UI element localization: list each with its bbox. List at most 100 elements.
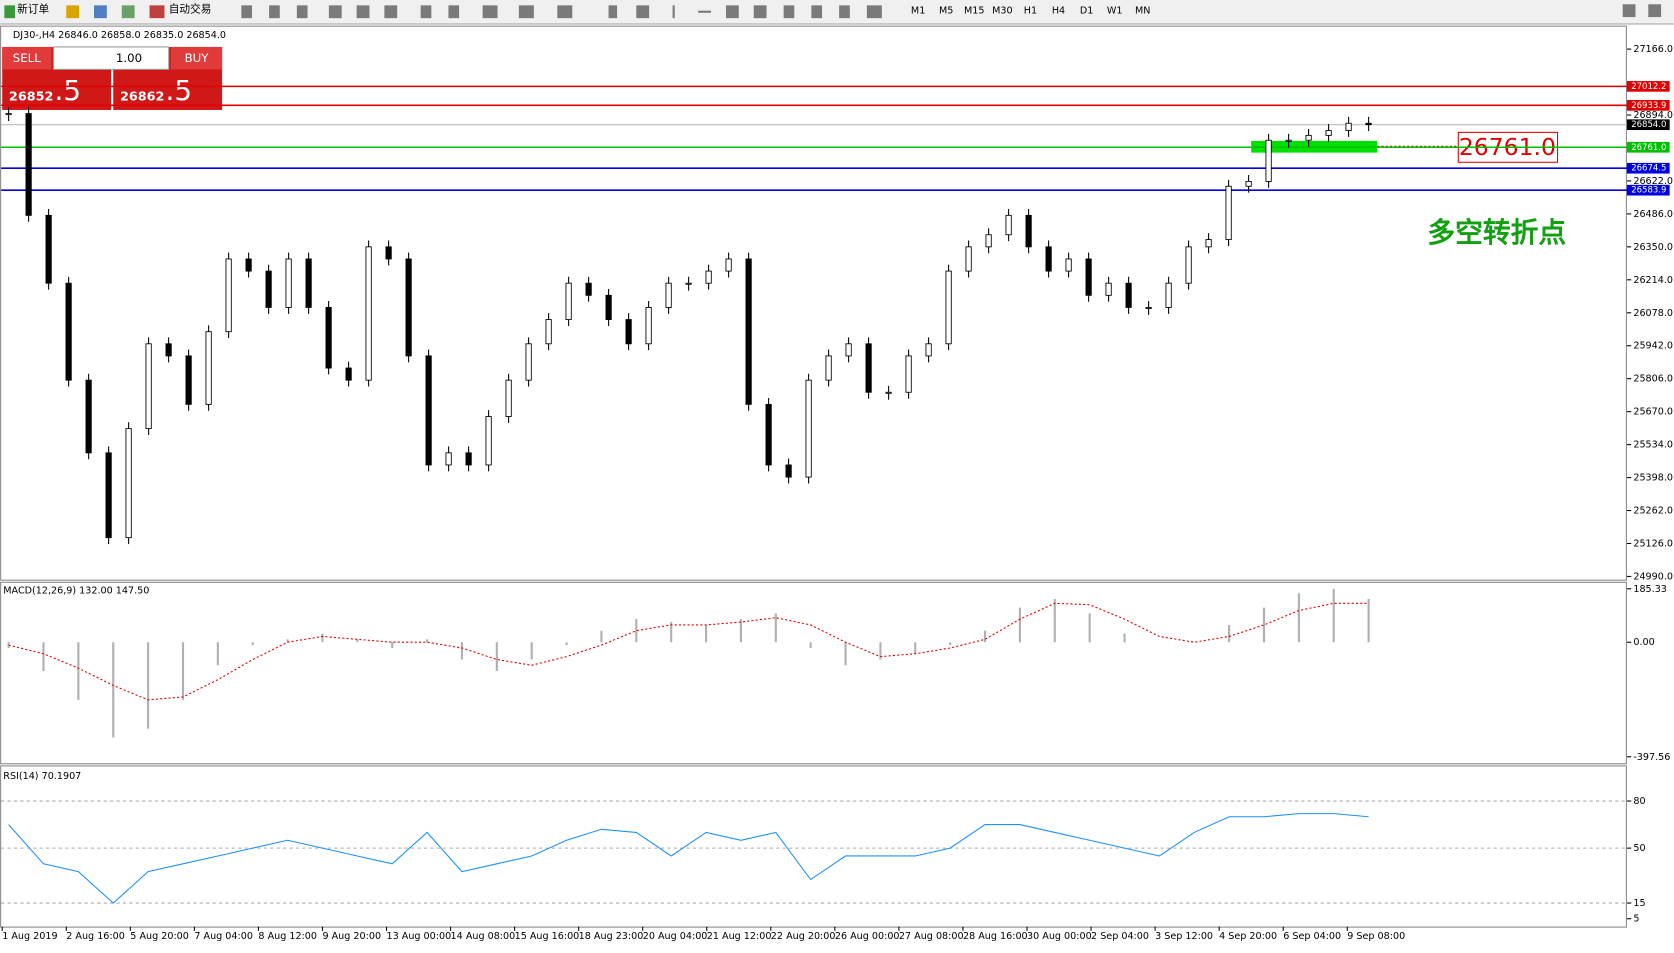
- level-tag: [1626, 184, 1670, 196]
- candle: [625, 319, 632, 345]
- y-tick-label: 26622.0: [1633, 176, 1673, 187]
- candle: [1105, 282, 1112, 296]
- candle: [165, 343, 172, 357]
- fibo[interactable]: [783, 5, 795, 19]
- sell-tab[interactable]: [2, 46, 52, 70]
- channel[interactable]: [753, 5, 767, 19]
- level-tag: [1626, 162, 1670, 174]
- zoom-in[interactable]: [328, 5, 342, 19]
- periods[interactable]: [518, 5, 534, 19]
- y-tick-label: 25942.0: [1633, 341, 1673, 352]
- candle: [465, 452, 472, 466]
- buy-price[interactable]: 26862: [120, 90, 165, 105]
- timeframe-button[interactable]: MN: [1135, 6, 1150, 17]
- candle: [965, 246, 972, 272]
- tool-icon[interactable]: [66, 5, 80, 19]
- templates[interactable]: [557, 5, 573, 19]
- macd-label: MACD(12,26,9) 132.00 147.50: [3, 585, 149, 596]
- auto-trade-icon[interactable]: [149, 5, 165, 19]
- x-tick-label: 4 Sep 20:00: [1219, 931, 1277, 942]
- sell-label[interactable]: SELL: [13, 51, 41, 65]
- tool-icon[interactable]: [241, 5, 253, 19]
- candle: [385, 246, 392, 260]
- timeframe-button[interactable]: M1: [911, 6, 925, 17]
- buy-tab[interactable]: [170, 46, 223, 70]
- y-tick-label: 25534.0: [1633, 440, 1673, 451]
- vline[interactable]: [672, 5, 675, 19]
- trendline[interactable]: [725, 5, 739, 19]
- toolbar: [0, 0, 1674, 24]
- tool-icon[interactable]: [420, 5, 432, 19]
- timeframe-button[interactable]: D1: [1080, 6, 1094, 17]
- sell-price[interactable]: 26852: [9, 90, 54, 105]
- candle: [1005, 214, 1012, 236]
- x-tick-label: 30 Aug 00:00: [1027, 931, 1092, 942]
- indicators[interactable]: [482, 5, 498, 19]
- lot-input[interactable]: [52, 46, 170, 70]
- candle: [445, 452, 452, 466]
- candle: [725, 258, 732, 272]
- cursor[interactable]: [608, 5, 618, 19]
- arrows[interactable]: [866, 5, 882, 19]
- candle: [225, 258, 232, 333]
- tool-icon[interactable]: [269, 5, 280, 19]
- x-tick-label: 18 Aug 23:00: [579, 931, 644, 942]
- auto-trade[interactable]: 自动交易: [169, 3, 212, 16]
- candle: [485, 416, 492, 466]
- current-price-label: 26854.0: [1631, 120, 1666, 130]
- y-tick-label: 25398.0: [1633, 473, 1673, 484]
- candle: [285, 258, 292, 308]
- new-order-icon[interactable]: [4, 5, 16, 19]
- candle: [945, 270, 952, 345]
- tool-icon[interactable]: [296, 5, 308, 19]
- rsi-label: RSI(14) 70.1907: [3, 771, 81, 782]
- tool-icon[interactable]: [94, 5, 107, 19]
- timeframe-button[interactable]: M15: [964, 6, 985, 17]
- candle: [1245, 180, 1252, 187]
- candle: [365, 246, 372, 381]
- y-tick-label: 26078.0: [1633, 308, 1673, 319]
- rsi-line: [8, 813, 1369, 904]
- new-order[interactable]: 新订单: [17, 3, 49, 16]
- candle: [825, 355, 832, 381]
- timeframe-button[interactable]: H4: [1052, 6, 1065, 17]
- crosshair[interactable]: [636, 5, 650, 19]
- candle: [1345, 122, 1352, 131]
- zoom-out[interactable]: [356, 5, 370, 19]
- candle: [1185, 246, 1192, 284]
- y-tick-label: 15: [1633, 898, 1645, 909]
- sell-pips[interactable]: .5: [55, 74, 81, 107]
- timeframe-button[interactable]: M30: [992, 6, 1013, 17]
- candle: [1025, 214, 1032, 248]
- candle: [305, 258, 312, 308]
- y-tick-label: 24990.0: [1633, 571, 1673, 582]
- tool-icon[interactable]: [121, 5, 135, 19]
- timeframe-button[interactable]: M5: [939, 6, 953, 17]
- timeframe-button[interactable]: W1: [1107, 6, 1123, 17]
- lot-value[interactable]: 1.00: [116, 51, 142, 65]
- candle: [845, 343, 852, 357]
- candle: [585, 282, 592, 296]
- y-tick-label: 25262.0: [1633, 506, 1673, 517]
- timeframe-button[interactable]: H1: [1024, 6, 1037, 17]
- x-tick-label: 15 Aug 16:00: [515, 931, 580, 942]
- candle: [1225, 185, 1232, 241]
- candle: [1205, 239, 1212, 248]
- candle: [1125, 282, 1132, 308]
- settings[interactable]: [1648, 4, 1662, 18]
- search[interactable]: [1622, 4, 1636, 18]
- y-tick-label: 25806.0: [1633, 374, 1673, 385]
- label-tool[interactable]: [839, 5, 850, 19]
- candle: [1045, 246, 1052, 272]
- y-tick-label: 50: [1633, 843, 1645, 854]
- candle: [565, 282, 572, 320]
- y-tick-label: 25670.0: [1633, 407, 1673, 418]
- buy-pips[interactable]: .5: [166, 74, 192, 107]
- tile[interactable]: [384, 5, 398, 19]
- hline[interactable]: [698, 10, 712, 13]
- tool-icon[interactable]: [448, 5, 460, 19]
- macd-signal: [8, 602, 1369, 701]
- candle: [345, 367, 352, 381]
- text-tool[interactable]: [811, 5, 823, 19]
- buy-label[interactable]: BUY: [185, 51, 210, 65]
